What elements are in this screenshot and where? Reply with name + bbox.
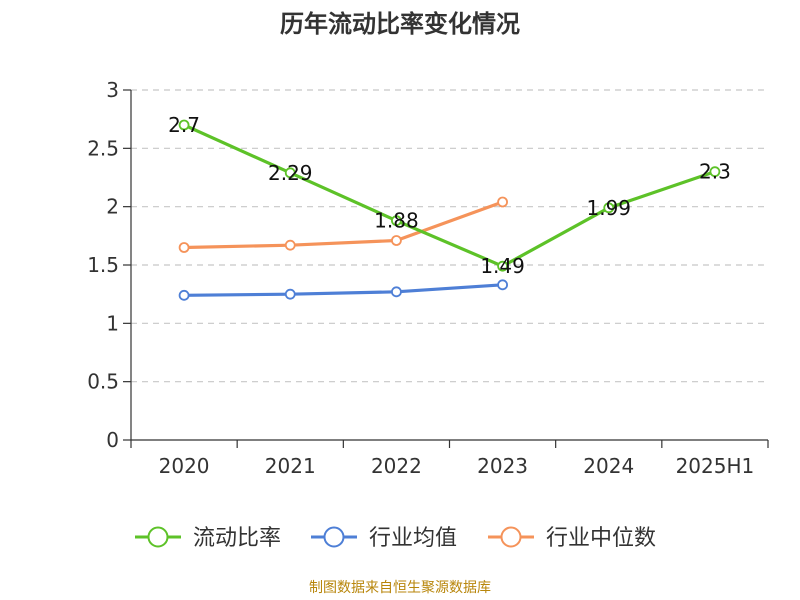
data-point: [178, 242, 190, 253]
legend-marker-icon: [500, 526, 522, 548]
data-point: [391, 286, 402, 298]
axes: 0 0.5 1 1.5 2 2.5 3 2020 2021 2022 2023 2024 2025H1: [87, 78, 769, 478]
legend-item[interactable]: 行业中位数: [488, 526, 656, 551]
data-point: [284, 239, 296, 251]
legend-label: 行业均值: [369, 526, 457, 551]
x-tick-label: 2024: [583, 454, 634, 478]
data-point: [497, 196, 508, 208]
legend-marker-icon: [323, 526, 345, 548]
data-label: 2.7: [168, 113, 200, 137]
data-point: [497, 260, 508, 272]
y-tick-label: 1.5: [87, 253, 119, 277]
x-tick-label: 2025H1: [676, 454, 755, 478]
source-note: 制图数据来自恒生聚源数据库: [309, 580, 491, 596]
y-tick-label: 0.5: [87, 370, 119, 394]
data-label: 1.49: [480, 254, 525, 278]
data-point: [178, 289, 190, 301]
legend-marker-icon: [147, 526, 169, 548]
data-label: 1.88: [374, 209, 419, 233]
grid-lines: [131, 89, 768, 383]
data-label: 1.99: [586, 196, 631, 220]
data-point: [284, 167, 296, 179]
y-tick-label: 2: [106, 195, 119, 219]
x-tick-label: 2022: [371, 454, 422, 478]
y-tick-label: 1: [106, 311, 119, 335]
series-line: [182, 200, 505, 250]
y-tick-label: 0: [106, 428, 119, 452]
data-point: [497, 279, 508, 291]
data-point: [284, 288, 296, 300]
y-tick-label: 2.5: [87, 136, 119, 160]
chart-title: 历年流动比率变化情况: [280, 10, 520, 38]
legend-item[interactable]: 流动比率: [135, 526, 281, 551]
data-point: [178, 119, 190, 131]
series-line: [182, 123, 717, 268]
x-tick-label: 2021: [265, 454, 316, 478]
data-point: [603, 202, 615, 214]
x-tick-label: 2020: [159, 454, 210, 478]
series-lines: [178, 119, 721, 301]
data-label: 2.3: [699, 160, 731, 184]
legend-item[interactable]: 行业均值: [311, 526, 457, 551]
data-point: [709, 166, 721, 178]
y-tick-label: 3: [106, 78, 119, 102]
data-point: [391, 215, 402, 227]
data-label: 2.29: [268, 161, 313, 185]
data-labels: 2.7 2.29 1.88 1.49 1.99 2.3: [168, 113, 731, 278]
legend-label: 流动比率: [193, 526, 281, 551]
legend[interactable]: 流动比率 行业均值 行业中位数: [135, 526, 656, 551]
legend-label: 行业中位数: [546, 526, 656, 551]
series-line: [182, 283, 505, 297]
x-tick-label: 2023: [477, 454, 528, 478]
data-point: [391, 235, 402, 246]
